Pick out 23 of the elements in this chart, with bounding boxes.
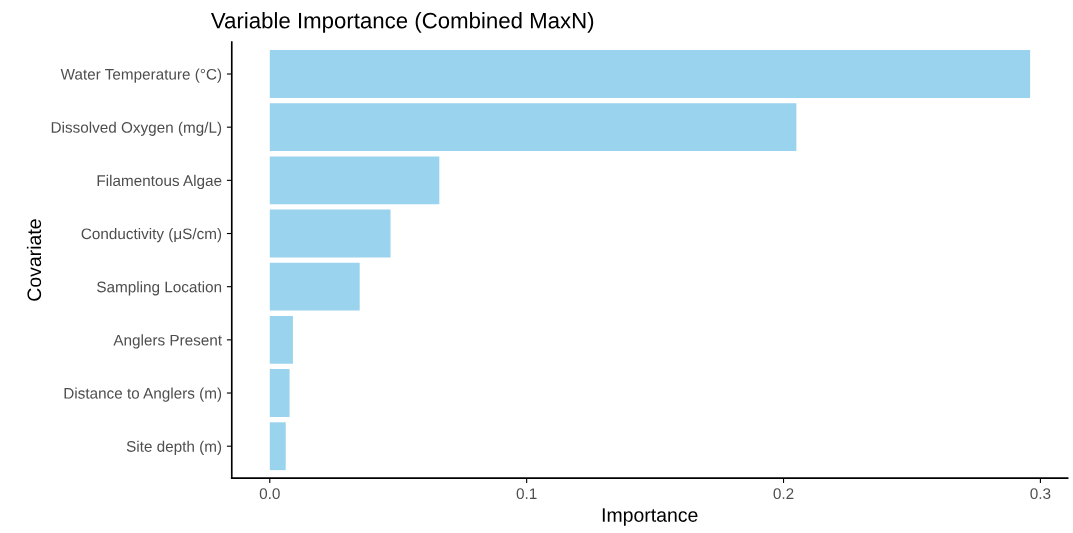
- chart-title: Variable Importance (Combined MaxN): [210, 12, 594, 33]
- x-tick-label: 0.1: [516, 488, 537, 500]
- x-tick-label: 0.3: [1030, 488, 1051, 500]
- x-axis-title: Importance: [602, 508, 698, 526]
- y-tick-label: Distance to Anglers (m): [64, 387, 222, 402]
- y-tick-label: Conductivity (μS/cm): [81, 227, 222, 243]
- bar: [269, 262, 360, 311]
- y-tick-label: Dissolved Oxygen (mg/L): [51, 121, 222, 136]
- y-tick-label: Anglers Present: [113, 334, 222, 349]
- bar: [269, 103, 797, 152]
- y-axis-title: Covariate: [26, 219, 42, 301]
- bar: [269, 50, 1031, 98]
- y-tick-label: Filamentous Algae: [97, 174, 222, 190]
- bar: [269, 369, 290, 417]
- bar: [269, 315, 293, 364]
- y-tick-label: Sampling Location: [97, 281, 222, 296]
- x-tick-label: 0.2: [773, 488, 794, 500]
- y-tick-label: Site depth (m): [126, 440, 222, 455]
- x-tick-label: 0.0: [259, 488, 280, 500]
- bar: [269, 422, 286, 471]
- bar: [269, 209, 391, 258]
- bar: [269, 156, 440, 205]
- y-tick-label: Water Temperature (°C): [60, 68, 222, 83]
